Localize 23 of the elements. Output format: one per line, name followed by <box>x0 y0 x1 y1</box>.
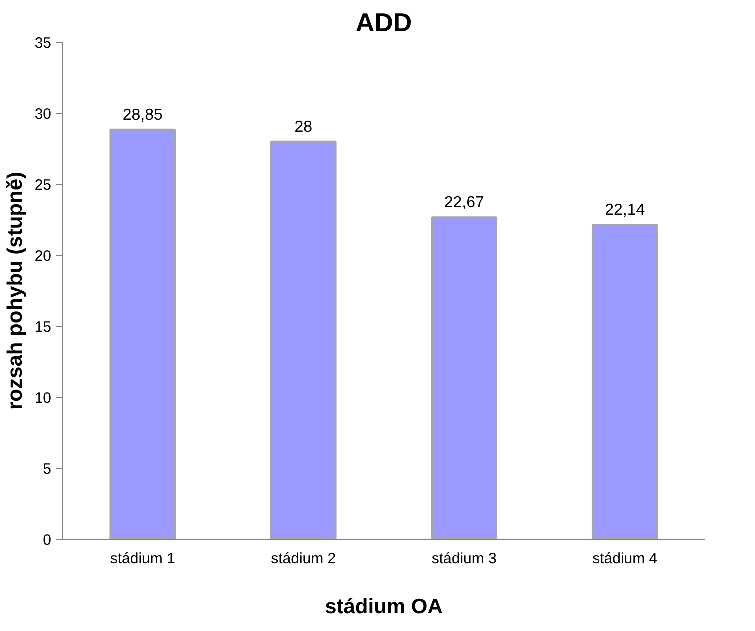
y-tick-label: 15 <box>34 319 52 336</box>
y-tick-label: 0 <box>43 532 52 549</box>
data-label: 28,85 <box>122 106 163 124</box>
chart-title: ADD <box>356 8 412 38</box>
bar <box>270 140 337 540</box>
x-tick-label: stádium 2 <box>271 550 336 568</box>
y-tick-label: 20 <box>34 248 52 265</box>
y-tick-label: 10 <box>34 390 52 407</box>
bar <box>431 216 498 540</box>
data-label: 22,67 <box>444 194 484 212</box>
bar <box>110 128 176 540</box>
y-tick-label: 25 <box>34 177 52 194</box>
y-tick-label: 30 <box>34 106 52 123</box>
y-axis-title: rozsah pohybu (stupně) <box>4 172 27 410</box>
x-tick-label: stádium 4 <box>592 550 658 568</box>
x-axis-title: stádium OA <box>325 596 443 618</box>
y-tick-label: 35 <box>34 35 52 52</box>
data-label: 28 <box>294 118 313 136</box>
bar <box>592 224 658 540</box>
y-tick-label: 5 <box>43 461 52 478</box>
data-label: 22,14 <box>605 202 646 220</box>
x-tick-label: stádium 3 <box>432 550 497 568</box>
x-tick-label: stádium 1 <box>110 550 176 568</box>
